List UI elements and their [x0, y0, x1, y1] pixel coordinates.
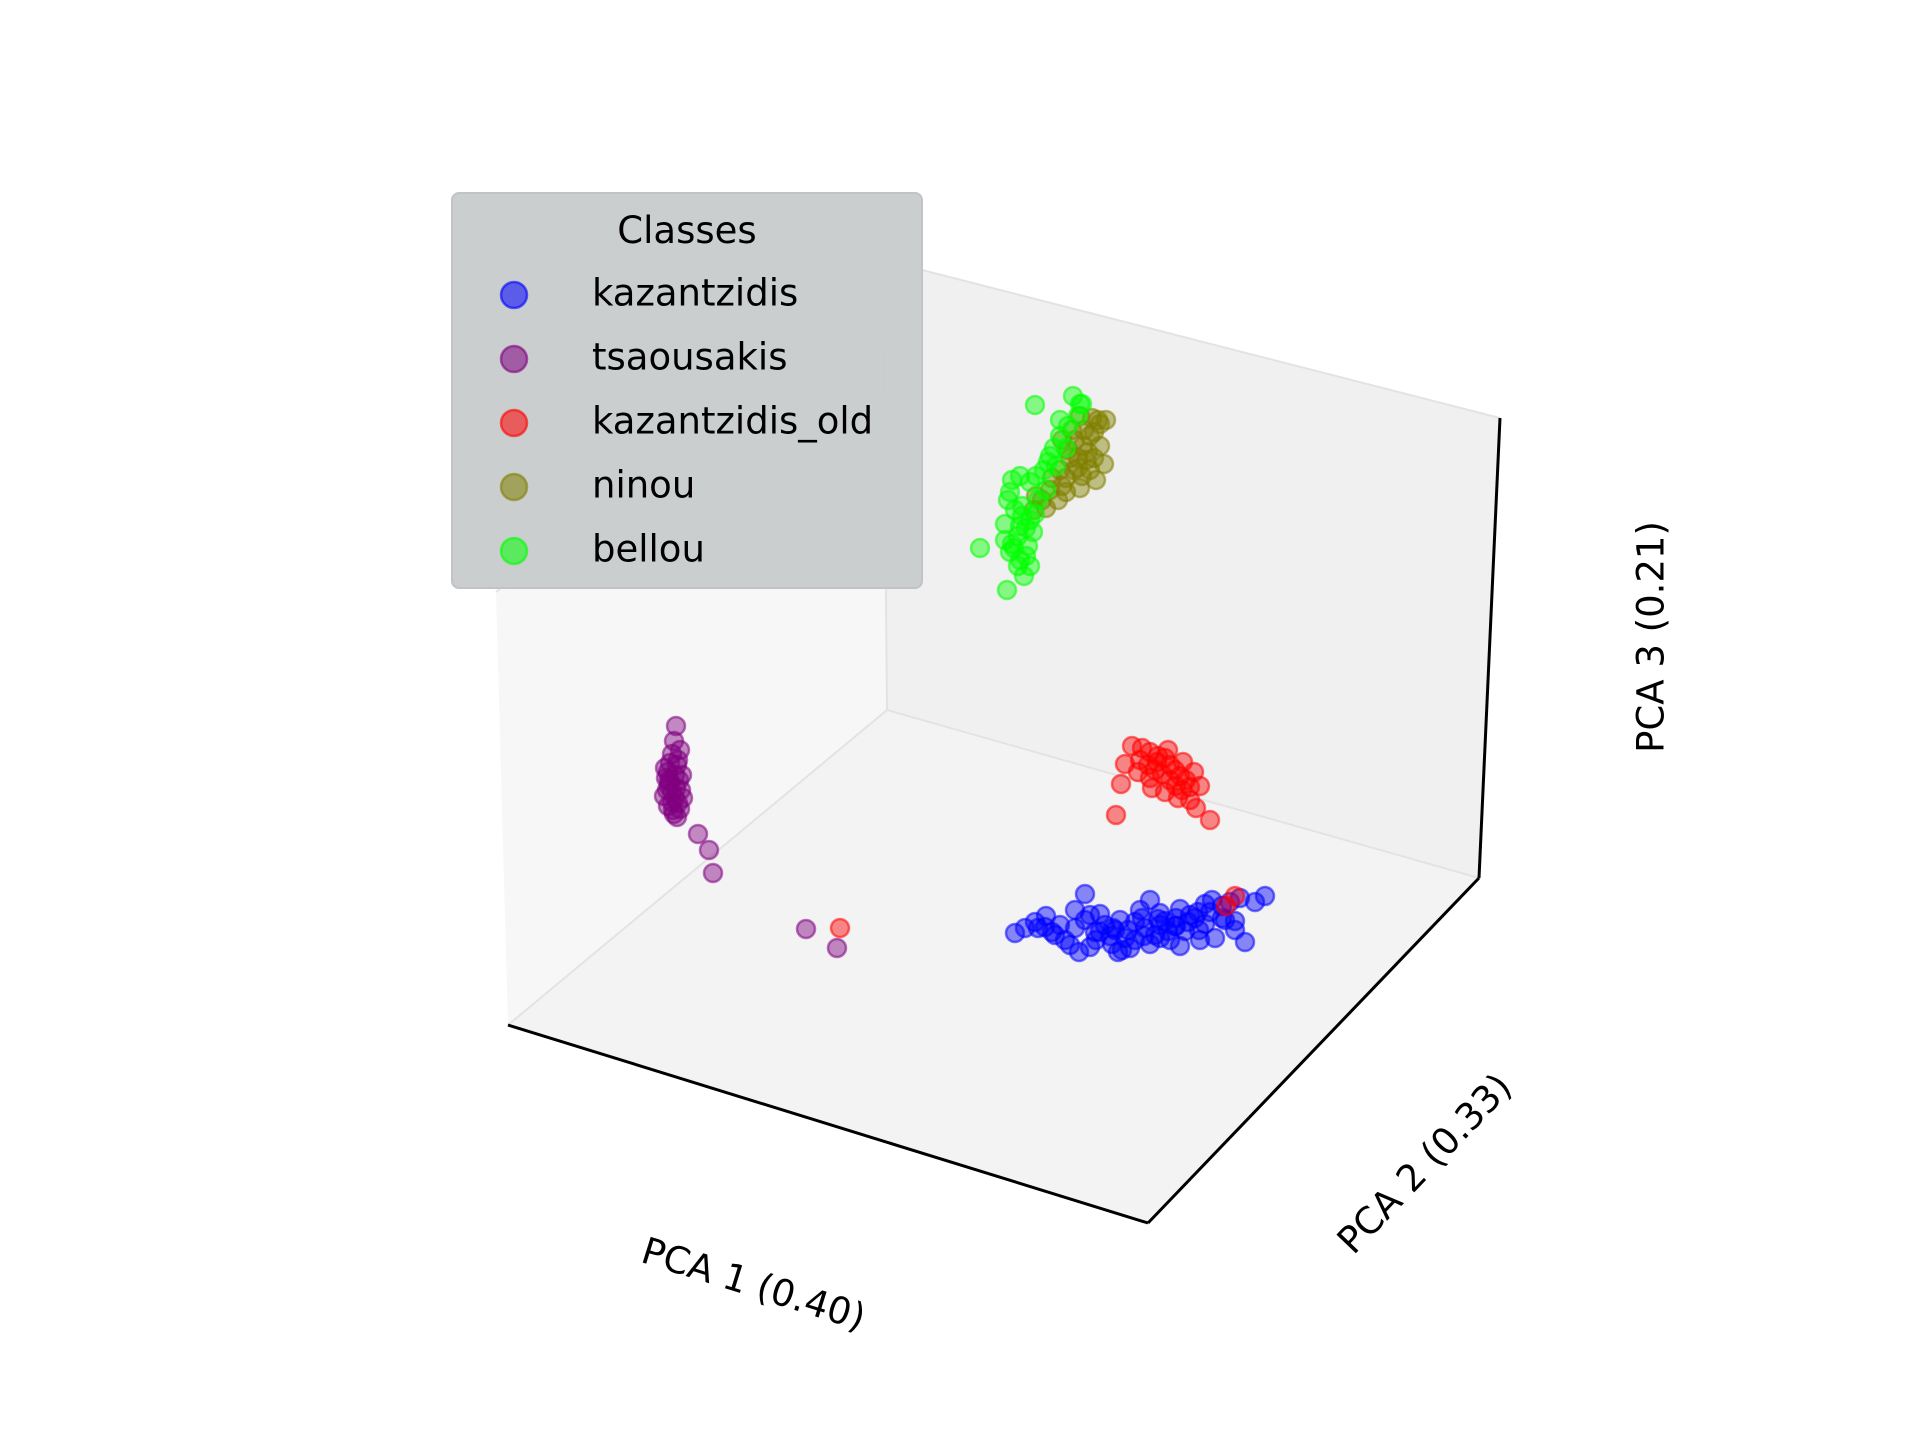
data-point — [1045, 455, 1067, 477]
legend-title: Classes — [617, 209, 756, 252]
data-point — [1044, 924, 1066, 946]
data-point — [1079, 904, 1101, 926]
data-point — [1068, 941, 1090, 963]
data-point — [1169, 935, 1191, 957]
legend-label: ninou — [592, 464, 695, 507]
series-bellou — [969, 385, 1093, 601]
data-point — [1157, 739, 1179, 761]
data-point — [1055, 437, 1077, 459]
data-point — [1141, 777, 1163, 799]
z-axis-label: PCA 3 (0.21) — [1630, 521, 1673, 753]
data-point — [1224, 885, 1246, 907]
legend-item: bellou — [499, 528, 705, 571]
data-point — [795, 918, 817, 940]
y-axis-line — [1146, 876, 1481, 1225]
axis-lines — [507, 417, 1502, 1225]
data-point — [1127, 761, 1149, 783]
data-point — [829, 917, 851, 939]
data-point — [1007, 555, 1029, 577]
legend-label: bellou — [592, 528, 705, 571]
legend-marker — [499, 344, 529, 374]
axes-panes — [495, 259, 1501, 1223]
y-axis-label: PCA 2 (0.33) — [1329, 1065, 1520, 1262]
data-point — [1254, 885, 1276, 907]
data-point — [1165, 915, 1187, 937]
data-point — [1110, 773, 1132, 795]
legend-marker — [499, 408, 529, 438]
legend: Classes kazantzidistsaousakiskazantzidis… — [451, 192, 923, 589]
floor-pane — [508, 710, 1479, 1223]
data-point — [1074, 883, 1096, 905]
data-point — [1124, 929, 1146, 951]
data-point — [996, 579, 1018, 601]
data-point — [1105, 804, 1127, 826]
data-point — [1102, 917, 1124, 939]
legend-item: ninou — [499, 464, 695, 507]
data-point — [698, 839, 720, 861]
legend-frame — [451, 192, 923, 589]
data-point — [665, 777, 687, 799]
data-point — [1079, 936, 1101, 958]
legend-item: kazantzidis — [499, 272, 798, 315]
series-tsaousakis — [653, 715, 848, 959]
data-points — [653, 385, 1276, 963]
x-axis-label: PCA 1 (0.40) — [637, 1229, 871, 1339]
data-point — [826, 937, 848, 959]
data-point — [1027, 917, 1049, 939]
data-point — [1234, 931, 1256, 953]
data-point — [1049, 409, 1071, 431]
data-point — [1147, 908, 1169, 930]
legend-label: kazantzidis — [592, 272, 798, 315]
legend-item: kazantzidis_old — [499, 400, 873, 443]
data-point — [1199, 809, 1221, 831]
legend-marker — [499, 472, 529, 502]
data-point — [994, 513, 1016, 535]
data-point — [1139, 889, 1161, 911]
data-point — [994, 529, 1016, 551]
data-point — [669, 739, 691, 761]
data-point — [687, 823, 709, 845]
data-point — [969, 537, 991, 559]
data-point — [1244, 891, 1266, 913]
series-kazantzidis_old — [829, 735, 1246, 939]
data-point — [1188, 919, 1210, 941]
data-point — [1189, 775, 1211, 797]
data-point — [1013, 565, 1035, 587]
data-point — [1004, 922, 1026, 944]
data-point — [1204, 927, 1226, 949]
data-point — [702, 862, 724, 884]
pane-edge — [882, 259, 1501, 419]
data-point — [1024, 394, 1046, 416]
legend-marker — [499, 280, 529, 310]
legend-label: tsaousakis — [592, 336, 787, 379]
data-point — [1085, 469, 1107, 491]
z-axis-line — [1477, 417, 1502, 879]
data-point — [1071, 393, 1093, 415]
data-point — [1083, 421, 1105, 443]
pane-edge — [507, 709, 888, 1026]
data-point — [1224, 910, 1246, 932]
data-point — [1055, 481, 1077, 503]
legend-items: kazantzidis tsaousakis kazantzidis_oldnino… — [499, 272, 873, 571]
data-point — [665, 715, 687, 737]
x-axis-line — [507, 1023, 1149, 1225]
data-point — [1035, 479, 1057, 501]
legend-label: kazantzidis_old — [592, 400, 873, 443]
data-point — [1185, 797, 1207, 819]
data-point — [1022, 521, 1044, 543]
legend-item: tsaousakis — [499, 336, 787, 379]
legend-marker — [499, 536, 529, 566]
